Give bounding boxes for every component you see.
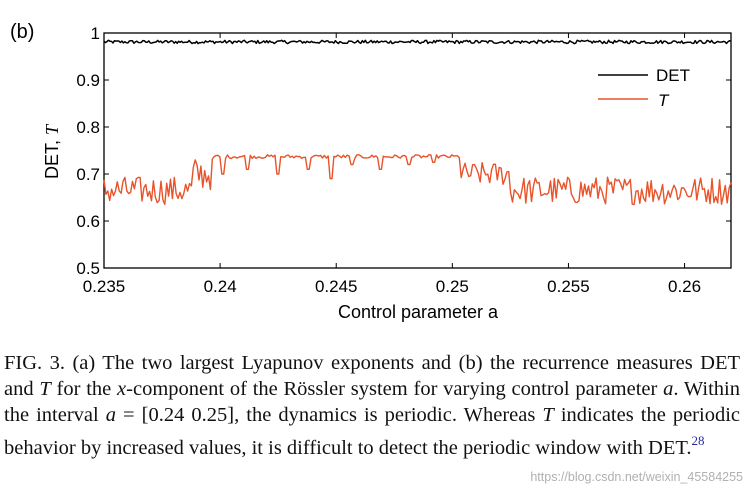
x-tick-label: 0.235 bbox=[83, 277, 126, 296]
y-tick-label: 0.8 bbox=[76, 118, 100, 137]
plot-frame bbox=[103, 32, 732, 269]
figure-caption: FIG. 3. (a) The two largest Lyapunov exp… bbox=[4, 350, 740, 461]
y-tick-labels: 0.5 0.6 0.7 0.8 0.9 1 bbox=[76, 24, 100, 278]
y-axis-title-symbol: T bbox=[42, 123, 62, 135]
series-det-line bbox=[103, 39, 732, 45]
caption-italic-x: x bbox=[117, 378, 127, 400]
y-axis-title-prefix: DET, bbox=[42, 135, 62, 179]
x-tick-label: 0.25 bbox=[436, 277, 469, 296]
series-t-line bbox=[103, 154, 732, 206]
caption-symbol-t2: T bbox=[542, 404, 554, 426]
x-tick-label: 0.255 bbox=[547, 277, 590, 296]
caption-text-4: . Within the interval bbox=[4, 378, 740, 426]
watermark: https://blog.csdn.net/weixin_45584255 bbox=[530, 470, 743, 484]
x-tick-label: 0.245 bbox=[315, 277, 358, 296]
y-tick-label: 0.9 bbox=[76, 71, 100, 90]
caption-text-3: -component of the Rössler system for var… bbox=[126, 378, 664, 400]
x-tick-label: 0.24 bbox=[204, 277, 237, 296]
legend-label-t: T bbox=[658, 91, 670, 110]
y-tick-label: 0.5 bbox=[76, 259, 100, 278]
y-tick-label: 1 bbox=[91, 24, 100, 43]
caption-fig-label: FIG. 3. bbox=[4, 352, 65, 374]
y-axis-title: DET, T bbox=[42, 123, 62, 179]
legend: DET T bbox=[598, 66, 690, 110]
caption-italic-a: a bbox=[663, 378, 674, 400]
x-tick-labels: 0.235 0.24 0.245 0.25 0.255 0.26 bbox=[83, 277, 701, 296]
figure-panel-b: 0.5 0.6 0.7 0.8 0.9 1 0.235 0.24 0.245 0.25 0.255… bbox=[10, 21, 732, 322]
y-tick-label: 0.6 bbox=[76, 212, 100, 231]
x-tick-label: 0.26 bbox=[668, 277, 701, 296]
y-tick-label: 0.7 bbox=[76, 165, 100, 184]
caption-text-2: for the bbox=[50, 378, 118, 400]
caption-reference-link[interactable]: 28 bbox=[691, 433, 705, 448]
caption-symbol-t: T bbox=[39, 378, 51, 400]
legend-label-det: DET bbox=[656, 66, 690, 85]
panel-label: (b) bbox=[10, 21, 34, 43]
x-axis-title: Control parameter a bbox=[338, 302, 499, 322]
caption-italic-a2: a bbox=[105, 404, 116, 426]
caption-text-6: indicates the periodic behavior by incre… bbox=[4, 404, 740, 459]
axis-ticks bbox=[103, 32, 731, 269]
caption-text-5: = [0.24 0.25], the dynamics is periodic.… bbox=[116, 404, 543, 426]
caption-text-1: (a) The two largest Lyapunov exponents a… bbox=[4, 352, 740, 400]
